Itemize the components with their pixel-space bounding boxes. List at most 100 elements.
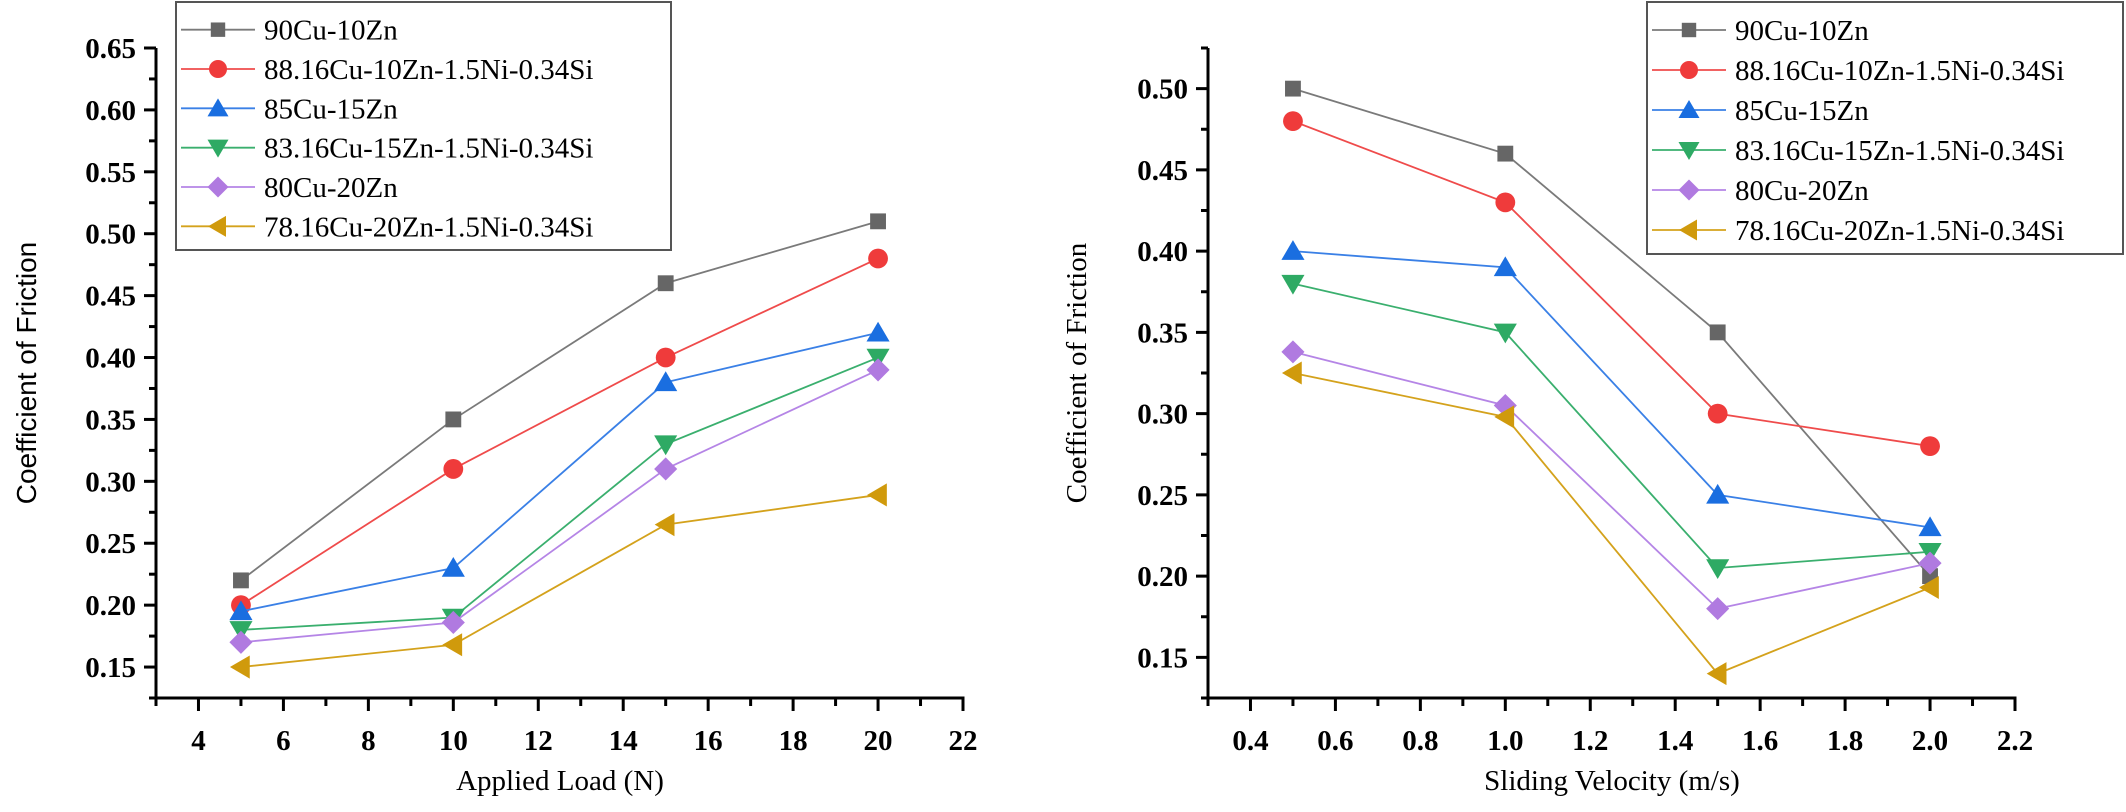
y-tick-label: 0.20 <box>85 590 136 622</box>
data-point-circle <box>1283 111 1303 132</box>
legend-box <box>175 1 672 251</box>
y-tick-label: 0.35 <box>1137 317 1188 349</box>
data-point-triangle-left <box>867 483 887 507</box>
data-point-square <box>1709 324 1726 341</box>
legend-item: 83.16Cu-15Zn-1.5Ni-0.34Si <box>181 133 593 165</box>
data-point-square <box>1285 80 1301 97</box>
data-point-triangle-left <box>229 655 250 679</box>
data-point-triangle-up <box>1281 240 1305 260</box>
legend-label: 88.16Cu-10Zn-1.5Ni-0.34Si <box>264 54 593 86</box>
data-point-diamond <box>1706 597 1730 621</box>
data-point-triangle-left <box>442 633 463 657</box>
y-tick-label: 0.60 <box>85 95 136 127</box>
series-5 <box>229 483 887 679</box>
x-tick-label: 20 <box>864 725 893 757</box>
y-axis-title: Coefficient of Friction <box>1061 242 1093 503</box>
x-tick-label: 2.2 <box>1997 725 2033 757</box>
series-line <box>1292 250 1931 529</box>
x-tick-label: 18 <box>779 725 808 757</box>
legend-marker-circle <box>1680 61 1698 79</box>
y-tick-label: 0.50 <box>85 219 136 251</box>
data-point-diamond <box>229 630 253 654</box>
legend-item: 88.16Cu-10Zn-1.5Ni-0.34Si <box>1652 55 2064 87</box>
x-tick-label: 22 <box>949 725 978 757</box>
series-line <box>1292 372 1931 675</box>
axes: 0.15 0.20 0.25 0.30 0.35 0.40 0.45 0.50 0.55 0.60… <box>85 33 977 757</box>
data-point-diamond <box>1281 340 1305 364</box>
y-tick-label: 0.30 <box>1137 399 1188 431</box>
y-tick-label: 0.20 <box>1137 561 1188 593</box>
legend-marker-triangle-left <box>1679 219 1697 241</box>
data-point-circle <box>1920 436 1940 457</box>
data-point-triangle-up <box>441 557 465 577</box>
series-0 <box>233 213 886 589</box>
data-point-square <box>657 275 674 292</box>
series-line <box>240 331 879 613</box>
data-point-triangle-left <box>1706 662 1727 686</box>
data-point-triangle-left <box>654 513 675 537</box>
data-point-triangle-up <box>1918 516 1942 537</box>
legend-label: 85Cu-15Zn <box>1735 95 1869 127</box>
series-line <box>240 257 879 606</box>
y-axis-title: Coefficient of Friction <box>11 242 42 505</box>
series-1 <box>1283 111 1940 457</box>
x-tick-label: 10 <box>439 725 468 757</box>
data-point-diamond <box>441 610 465 635</box>
x-tick-label: 1.0 <box>1487 725 1523 757</box>
legend-marker-triangle-up <box>207 98 229 117</box>
data-point-diamond <box>654 457 678 481</box>
legend: 90Cu-10Zn 88.16Cu-10Zn-1.5Ni-0.34Si 85Cu-1… <box>1646 1 2124 255</box>
legend: 90Cu-10Zn 88.16Cu-10Zn-1.5Ni-0.34Si 85Cu-1… <box>175 1 672 251</box>
legend-item: 85Cu-15Zn <box>181 93 398 125</box>
x-tick-label: 1.4 <box>1657 725 1693 757</box>
data-point-circle <box>868 248 888 269</box>
y-tick-label: 0.30 <box>85 466 136 498</box>
series-line <box>240 494 879 668</box>
data-point-square <box>870 213 886 230</box>
data-point-circle <box>1707 403 1728 424</box>
y-tick-label: 0.40 <box>1137 236 1188 268</box>
series-line <box>1292 120 1931 448</box>
y-tick-label: 0.45 <box>1137 155 1188 187</box>
series-line <box>240 356 879 631</box>
series-5 <box>1281 361 1939 686</box>
data-point-circle <box>443 459 464 479</box>
x-tick-label: 14 <box>609 725 638 757</box>
series-line <box>1292 282 1931 569</box>
data-point-square <box>445 411 462 428</box>
x-tick-label: 16 <box>694 725 723 757</box>
series-3 <box>1281 274 1942 579</box>
legend-box <box>1646 1 2124 255</box>
y-tick-label: 0.15 <box>85 652 136 684</box>
legend-marker-triangle-up <box>1678 100 1700 118</box>
data-point-triangle-up <box>866 321 890 342</box>
legend-label: 85Cu-15Zn <box>264 93 398 125</box>
y-tick-label: 0.45 <box>85 281 136 313</box>
x-axis-title: Applied Load (N) <box>456 765 664 797</box>
legend-item: 78.16Cu-20Zn-1.5Ni-0.34Si <box>1652 215 2064 247</box>
y-tick-label: 0.35 <box>85 404 136 436</box>
legend-marker-triangle-down <box>1678 142 1700 160</box>
x-tick-label: 1.6 <box>1742 725 1778 757</box>
chart-load: Applied Load (N) Coefficient of Friction… <box>11 1 978 797</box>
legend-label: 83.16Cu-15Zn-1.5Ni-0.34Si <box>1735 135 2064 167</box>
data-point-triangle-down <box>1493 323 1517 344</box>
legend-label: 88.16Cu-10Zn-1.5Ni-0.34Si <box>1735 55 2064 87</box>
legend-marker-square <box>1681 22 1697 38</box>
x-tick-label: 6 <box>276 725 291 757</box>
legend-marker-triangle-left <box>208 215 226 237</box>
plot-area <box>229 213 890 679</box>
data-point-circle <box>1495 192 1516 213</box>
legend-marker-square <box>210 22 226 37</box>
legend-marker-diamond <box>207 176 229 198</box>
series-3 <box>229 348 890 641</box>
data-point-triangle-down <box>654 435 678 456</box>
legend-marker-circle <box>209 60 227 78</box>
data-point-triangle-up <box>1493 256 1517 277</box>
series-2 <box>229 321 890 621</box>
series-4 <box>229 358 890 654</box>
legend-item: 80Cu-20Zn <box>181 172 398 204</box>
legend-label: 78.16Cu-20Zn-1.5Ni-0.34Si <box>1735 215 2064 247</box>
series-2 <box>1281 240 1942 537</box>
